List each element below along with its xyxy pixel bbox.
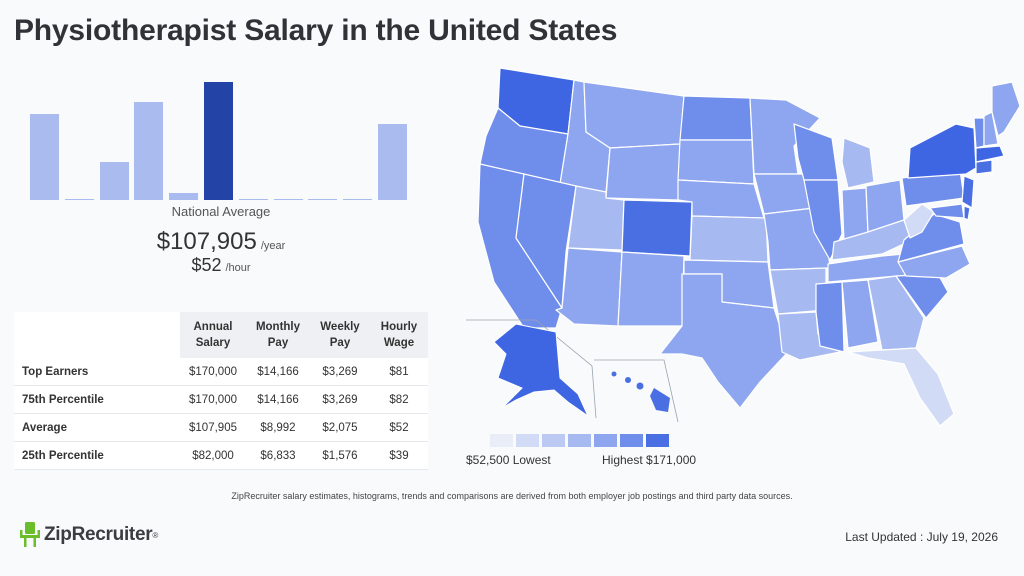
state-colorado[interactable] [621,199,693,257]
state-west-virginia[interactable] [903,203,935,239]
chair-icon [20,522,40,547]
state-new-mexico[interactable] [617,251,685,327]
histogram-bar [378,124,407,200]
legend-swatch [542,434,565,447]
table-cell: $39 [370,441,428,470]
state-delaware[interactable] [963,205,971,221]
histogram-bar [134,102,164,200]
last-updated: Last Updated : July 19, 2026 [845,530,998,544]
state-wisconsin[interactable] [793,123,839,181]
row-label: 75th Percentile [14,385,180,414]
state-new-jersey[interactable] [961,175,975,209]
inset-border [594,359,679,423]
state-florida[interactable] [847,347,955,427]
table-cell: $3,269 [310,358,370,386]
histogram-bar [273,199,303,200]
state-new-york[interactable] [907,123,977,179]
table-cell: $81 [370,358,428,386]
table-cell: $14,166 [246,385,310,414]
table-header: Hourly Wage [370,312,428,358]
table-cell: $82,000 [180,441,246,470]
state-wyoming[interactable] [605,143,681,201]
inset-border [466,319,597,419]
disclaimer: ZipRecruiter salary estimates, histogram… [231,491,793,501]
state-massachusetts[interactable] [975,145,1005,163]
row-label: Top Earners [14,358,180,386]
legend-swatch [594,434,617,447]
state-alabama[interactable] [841,279,879,349]
state-michigan[interactable] [841,137,875,189]
table-cell: $107,905 [180,413,246,442]
table-header [14,312,180,358]
table-cell: $170,000 [180,385,246,414]
table-cell: $8,992 [246,413,310,442]
legend-high-label: Highest $171,000 [602,453,697,467]
state-texas[interactable] [659,273,789,409]
histogram-bar [30,114,59,200]
salary-histogram [30,70,412,200]
table-row: 25th Percentile $82,000 $6,833 $1,576 $3… [14,441,428,470]
page-title: Physiotherapist Salary in the United Sta… [14,14,618,47]
histogram-bar [238,199,268,200]
brand-name: ZipRecruiter [44,524,153,545]
table-cell: $1,576 [310,441,370,470]
state-hawaii[interactable] [611,371,671,413]
state-north-carolina[interactable] [897,245,971,279]
state-new-hampshire[interactable] [983,111,999,147]
state-vermont[interactable] [973,117,985,149]
state-montana[interactable] [583,81,685,149]
salary-table: Annual Salary Monthly Pay Weekly Pay Hou… [14,312,428,470]
table-header-row: Annual Salary Monthly Pay Weekly Pay Hou… [14,312,428,358]
national-average-label: National Average [171,204,271,219]
table-cell: $14,166 [246,358,310,386]
annual-average-value: $107,905 [156,228,257,255]
table-cell: $2,075 [310,413,370,442]
state-nevada[interactable] [515,173,577,309]
state-south-dakota[interactable] [677,139,755,185]
state-connecticut[interactable] [975,159,993,175]
table-cell: $6,833 [246,441,310,470]
state-north-dakota[interactable] [679,95,753,141]
state-georgia[interactable] [867,275,925,351]
color-legend [490,434,672,452]
histogram-bar [169,193,199,200]
histogram-bar [204,82,233,200]
state-mississippi[interactable] [815,281,845,353]
legend-swatch [516,434,539,447]
histogram-bar [308,199,338,200]
state-alaska[interactable] [493,323,590,418]
state-maine[interactable] [991,81,1021,137]
table-cell: $3,269 [310,385,370,414]
table-cell: $52 [370,413,428,442]
histogram-bar [64,199,94,200]
annual-average: $107,905/year [30,228,412,256]
legend-swatch [568,434,591,447]
table-cell: $170,000 [180,358,246,386]
state-kansas[interactable] [689,215,769,263]
histogram-bar [99,162,129,200]
histogram-bar [343,199,373,200]
annual-unit: /year [260,240,286,252]
table-row: Top Earners $170,000 $14,166 $3,269 $81 [14,358,428,386]
table-row: Average $107,905 $8,992 $2,075 $52 [14,413,428,442]
table-row: 75th Percentile $170,000 $14,166 $3,269 … [14,385,428,414]
legend-swatch [646,434,669,447]
table-header: Annual Salary [180,312,246,358]
table-header: Monthly Pay [246,312,310,358]
legend-swatch [620,434,643,447]
ziprecruiter-logo[interactable]: ZipRecruiter ® [20,522,158,548]
row-label: Average [14,413,180,442]
table-cell: $82 [370,385,428,414]
hourly-unit: /hour [225,262,251,274]
hourly-average: $52/hour [30,255,412,276]
row-label: 25th Percentile [14,441,180,470]
us-salary-map [466,67,1021,427]
legend-low-label: $52,500 Lowest [466,453,551,467]
table-header: Weekly Pay [310,312,370,358]
hourly-average-value: $52 [191,255,222,275]
trademark: ® [152,530,159,540]
legend-swatch [490,434,513,447]
